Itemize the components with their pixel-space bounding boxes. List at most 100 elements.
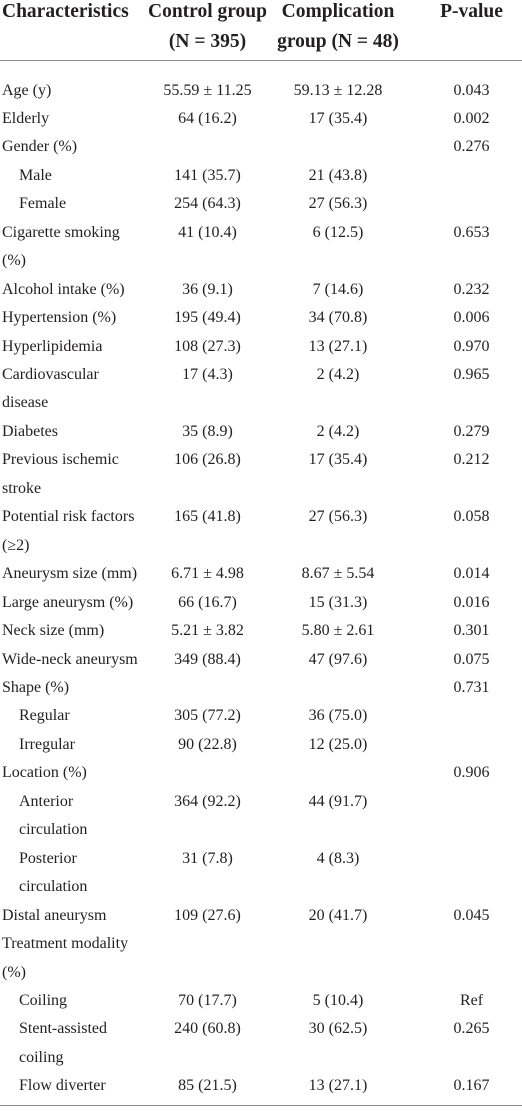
table-row: Wide-neck aneurysm 349 (88.4) 47 (97.6) 0.0… [0, 646, 522, 674]
row-label: Gender (%) [2, 138, 78, 156]
empty-cell [401, 162, 522, 190]
cell-value: 0.014 [453, 565, 490, 583]
header-text: group (N = 48) [277, 31, 399, 52]
row-label: Elderly [2, 109, 50, 127]
cell-value: 305 (77.2) [174, 707, 241, 725]
cell-value: 35 (8.9) [182, 422, 233, 440]
row-label: Hyperlipidemia [2, 337, 103, 355]
empty-cell [275, 930, 401, 987]
table-row: Flow diverter 85 (21.5) 13 (27.1) 0.167 [0, 1072, 522, 1106]
table-row: Location (%) 0.906 [0, 759, 522, 787]
cell-value: 0.265 [453, 1020, 490, 1038]
cell-value: 0.043 [453, 81, 490, 99]
cell-value: 0.279 [453, 422, 490, 440]
cell-value: 106 (26.8) [174, 451, 241, 469]
cell-value: 0.058 [453, 508, 490, 526]
table-row: Male 141 (35.7) 21 (43.8) [0, 162, 522, 190]
cell-value: 7 (14.6) [312, 280, 364, 298]
empty-cell [401, 731, 522, 759]
header-row: Characteristics Control group (N = 395) Com… [0, 0, 522, 61]
row-label: Neck size (mm) [2, 622, 105, 640]
cell-value: 0.075 [453, 650, 490, 668]
header-text: Characteristics [2, 1, 129, 22]
row-label: Posterior circulation [19, 849, 88, 896]
cell-value: 240 (60.8) [174, 1020, 241, 1038]
cell-value: 59.13 ± 12.28 [293, 81, 383, 99]
cell-value: 4 (8.3) [316, 849, 360, 867]
table-row: Potential risk factors (≥2) 165 (41.8) 27 … [0, 503, 522, 560]
row-label: Stent-assisted coiling [19, 1020, 107, 1066]
cell-value: 5.21 ± 3.82 [171, 622, 244, 640]
empty-cell [140, 930, 275, 987]
table-header: Characteristics Control group (N = 395) Com… [0, 0, 522, 61]
row-label: Flow diverter [0, 1072, 140, 1106]
cell-value: 0.232 [453, 280, 490, 298]
cell-value: 17 (4.3) [182, 366, 233, 384]
cell-value: 2 (4.2) [316, 366, 360, 384]
cell-value: 141 (35.7) [174, 166, 241, 184]
table-row: Aneurysm size (mm) 6.71 ± 4.98 8.67 ± 5.54… [0, 560, 522, 588]
empty-cell [401, 845, 522, 902]
cell-value: 0.731 [453, 679, 490, 697]
table-row: Cardiovascular disease 17 (4.3) 2 (4.2) 0.9… [0, 361, 522, 418]
row-label: Female [19, 195, 67, 213]
empty-cell [401, 190, 522, 218]
cell-value: 15 (31.3) [308, 593, 368, 611]
cell-value: 6 (12.5) [312, 223, 364, 241]
cell-value: 0.002 [453, 109, 490, 127]
table-row: Gender (%) 0.276 [0, 133, 522, 161]
table-row: Anterior circulation 364 (92.2) 44 (91.7) [0, 788, 522, 845]
table-row: Regular 305 (77.2) 36 (75.0) [0, 702, 522, 730]
table-row: Diabetes 35 (8.9) 2 (4.2) 0.279 [0, 418, 522, 446]
cell-value: 47 (97.6) [308, 650, 368, 668]
cell-value: 0.906 [453, 764, 490, 782]
table-row: Neck size (mm) 5.21 ± 3.82 5.80 ± 2.61 0.30… [0, 617, 522, 645]
cell-value: 109 (27.6) [174, 906, 241, 924]
empty-cell [140, 759, 275, 787]
cell-value: 90 (22.8) [178, 735, 237, 753]
table-row: Hyperlipidemia 108 (27.3) 13 (27.1) 0.970 [0, 333, 522, 361]
cell-value: 364 (92.2) [174, 792, 241, 810]
table-row: Shape (%) 0.731 [0, 674, 522, 702]
cell-value: 0.167 [401, 1072, 522, 1106]
cell-value: 64 (16.2) [178, 109, 237, 127]
table-body: Age (y) 55.59 ± 11.25 59.13 ± 12.28 0.043 El… [0, 60, 522, 1106]
row-label: Cigarette smoking (%) [2, 223, 120, 270]
cell-value: 70 (17.7) [178, 992, 237, 1009]
cell-value: 41 (10.4) [178, 223, 237, 241]
table-row: Distal aneurysm 109 (27.6) 20 (41.7) 0.045 [0, 902, 522, 930]
row-label: Hypertension (%) [2, 309, 117, 327]
table-row: Elderly 64 (16.2) 17 (35.4) 0.002 [0, 105, 522, 133]
row-label: Potential risk factors (≥2) [2, 508, 135, 554]
cell-value: 0.016 [453, 593, 490, 611]
row-label: Diabetes [2, 422, 58, 440]
cell-value: 254 (64.3) [174, 195, 241, 213]
empty-cell [401, 788, 522, 845]
cell-value: 55.59 ± 11.25 [163, 81, 252, 99]
cell-value: 0.301 [453, 622, 490, 640]
cell-value: Ref [459, 992, 484, 1009]
cell-value: 349 (88.4) [174, 650, 241, 668]
cell-value: 85 (21.5) [140, 1072, 275, 1106]
table-row: Stent-assisted coiling 240 (60.8) 30 (62.5… [0, 1015, 522, 1072]
cell-value: 27 (56.3) [308, 508, 368, 526]
cell-value: 165 (41.8) [174, 508, 241, 526]
cell-value: 44 (91.7) [308, 792, 368, 810]
cell-value: 2 (4.2) [316, 422, 360, 440]
cell-value: 5 (10.4) [312, 992, 364, 1009]
table-row: Coiling 70 (17.7) 5 (10.4) Ref [0, 987, 522, 1015]
cell-value: 30 (62.5) [308, 1020, 368, 1038]
row-label: Wide-neck aneurysm [2, 650, 138, 668]
cell-value: 5.80 ± 2.61 [301, 622, 375, 640]
table-row: Posterior circulation 31 (7.8) 4 (8.3) [0, 845, 522, 902]
row-label: Alcohol intake (%) [2, 280, 125, 298]
row-label: Male [19, 166, 52, 184]
table-row: Alcohol intake (%) 36 (9.1) 7 (14.6) 0.232 [0, 276, 522, 304]
empty-cell [401, 930, 522, 987]
row-label: Irregular [19, 735, 75, 753]
cell-value: 34 (70.8) [308, 309, 368, 327]
cell-value: 36 (75.0) [308, 707, 368, 725]
empty-cell [140, 133, 275, 161]
row-label: Distal aneurysm [2, 906, 107, 924]
